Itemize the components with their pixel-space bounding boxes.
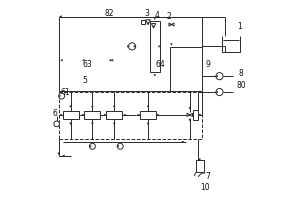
Text: 7: 7 (205, 172, 210, 181)
Polygon shape (113, 123, 115, 125)
Polygon shape (152, 24, 156, 28)
Circle shape (89, 143, 95, 149)
Polygon shape (128, 45, 129, 47)
Bar (140, 111, 156, 119)
Polygon shape (111, 59, 113, 61)
Circle shape (54, 121, 59, 127)
Text: 4: 4 (154, 11, 159, 20)
Bar (63, 111, 79, 119)
Text: 61: 61 (61, 88, 70, 97)
Text: 8: 8 (239, 69, 244, 78)
Polygon shape (169, 23, 174, 26)
Polygon shape (63, 155, 64, 157)
Bar (150, 21, 160, 72)
Polygon shape (216, 91, 218, 93)
Polygon shape (147, 123, 149, 125)
Polygon shape (58, 95, 60, 97)
Polygon shape (89, 145, 91, 147)
Circle shape (58, 93, 64, 99)
Polygon shape (134, 45, 136, 47)
Polygon shape (124, 114, 126, 116)
Polygon shape (187, 113, 193, 117)
Polygon shape (104, 114, 106, 116)
Polygon shape (154, 18, 156, 20)
Bar (106, 111, 122, 119)
Polygon shape (92, 123, 93, 125)
Polygon shape (58, 153, 59, 155)
Text: 1: 1 (237, 22, 242, 31)
Bar (85, 111, 100, 119)
Polygon shape (92, 105, 93, 107)
Polygon shape (182, 141, 184, 143)
Text: 6: 6 (52, 109, 58, 118)
Text: 80: 80 (236, 81, 246, 90)
Text: 9: 9 (205, 60, 210, 69)
Polygon shape (157, 114, 159, 116)
Circle shape (216, 88, 223, 96)
Circle shape (117, 143, 123, 149)
Bar (193, 110, 198, 120)
Polygon shape (82, 59, 84, 61)
Polygon shape (70, 105, 71, 107)
Bar (58, 17, 202, 91)
Bar (196, 160, 204, 171)
Text: 10: 10 (200, 183, 209, 192)
Polygon shape (60, 16, 61, 18)
Polygon shape (117, 145, 119, 147)
Polygon shape (153, 26, 154, 28)
Polygon shape (147, 105, 149, 107)
Bar (170, 47, 202, 91)
Polygon shape (60, 114, 62, 116)
Bar (58, 92, 202, 139)
Polygon shape (189, 119, 190, 121)
Polygon shape (189, 107, 190, 109)
Polygon shape (216, 75, 218, 77)
Text: 64: 64 (155, 60, 165, 69)
Polygon shape (146, 20, 150, 25)
Text: 5: 5 (82, 76, 87, 85)
Text: 63: 63 (82, 60, 92, 69)
Polygon shape (82, 114, 84, 116)
Circle shape (216, 73, 223, 80)
Polygon shape (147, 23, 149, 25)
Polygon shape (199, 159, 200, 161)
Polygon shape (70, 123, 71, 125)
Polygon shape (154, 74, 156, 76)
Text: 2: 2 (167, 12, 171, 21)
Text: 82: 82 (104, 9, 114, 18)
Polygon shape (159, 45, 161, 47)
Circle shape (129, 43, 136, 50)
Bar (141, 20, 145, 24)
Polygon shape (109, 59, 111, 61)
Polygon shape (200, 114, 201, 116)
Polygon shape (113, 105, 115, 107)
Polygon shape (171, 44, 172, 45)
Text: 3: 3 (145, 9, 149, 18)
Polygon shape (138, 114, 140, 116)
Polygon shape (61, 59, 62, 61)
